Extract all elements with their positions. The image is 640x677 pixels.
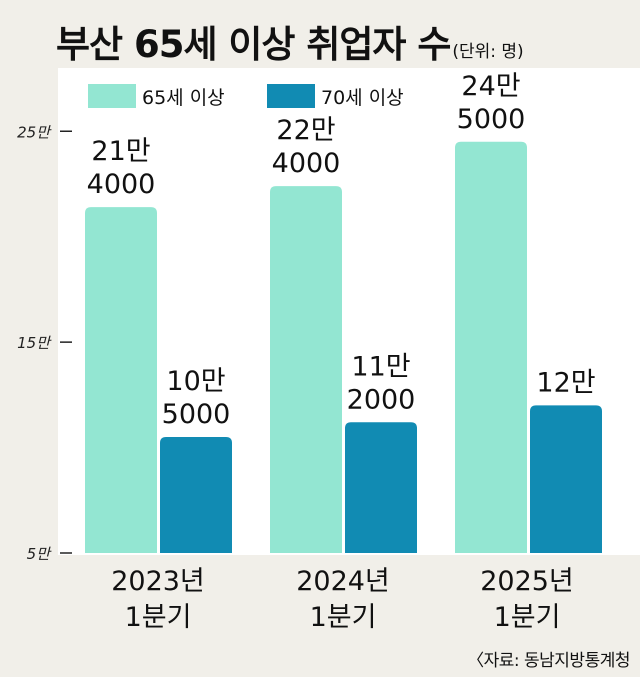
legend-label-1: 70세 이상 <box>321 87 404 109</box>
bar-0-1 <box>270 186 342 553</box>
category-label-0-1: 1분기 <box>125 602 192 633</box>
bar-1-2 <box>530 405 602 553</box>
category-label-1-0: 2024년 <box>296 566 390 597</box>
legend-swatch-1 <box>267 84 315 108</box>
category-label-2-0: 2025년 <box>480 566 574 597</box>
y-tick-label-1: 15만 <box>17 334 52 352</box>
bar-1-0 <box>160 437 232 553</box>
title-row: 부산 65세 이상 취업자 수 (단위: 명) <box>56 14 524 68</box>
data-label-0-1-0: 22만 <box>276 115 335 146</box>
data-label-0-0-0: 21만 <box>91 136 150 167</box>
category-label-1-1: 1분기 <box>310 602 377 633</box>
data-label-1-0-1: 5000 <box>162 399 231 430</box>
category-label-2-1: 1분기 <box>494 602 561 633</box>
data-label-1-2-0: 12만 <box>536 367 595 398</box>
unit-label: (단위: 명) <box>452 42 524 62</box>
y-tick-label-0: 5만 <box>27 545 53 563</box>
legend-label-0: 65세 이상 <box>142 87 225 109</box>
bar-0-0 <box>85 207 157 553</box>
source-note: 〈자료: 동남지방통계청 <box>467 651 630 671</box>
data-label-0-1-1: 4000 <box>272 148 341 179</box>
data-label-0-2-1: 5000 <box>457 104 526 135</box>
y-tick-label-2: 25만 <box>17 123 52 141</box>
data-label-0-2-0: 24만 <box>461 71 520 102</box>
legend-swatch-0 <box>88 84 136 108</box>
chart-title: 부산 65세 이상 취업자 수 <box>56 23 451 66</box>
category-label-0-0: 2023년 <box>111 566 205 597</box>
bar-1-1 <box>345 422 417 553</box>
bar-0-2 <box>455 141 527 553</box>
data-label-0-0-1: 4000 <box>87 169 156 200</box>
data-label-1-1-1: 2000 <box>347 384 416 415</box>
data-label-1-1-0: 11만 <box>351 351 410 382</box>
data-label-1-0-0: 10만 <box>166 366 225 397</box>
